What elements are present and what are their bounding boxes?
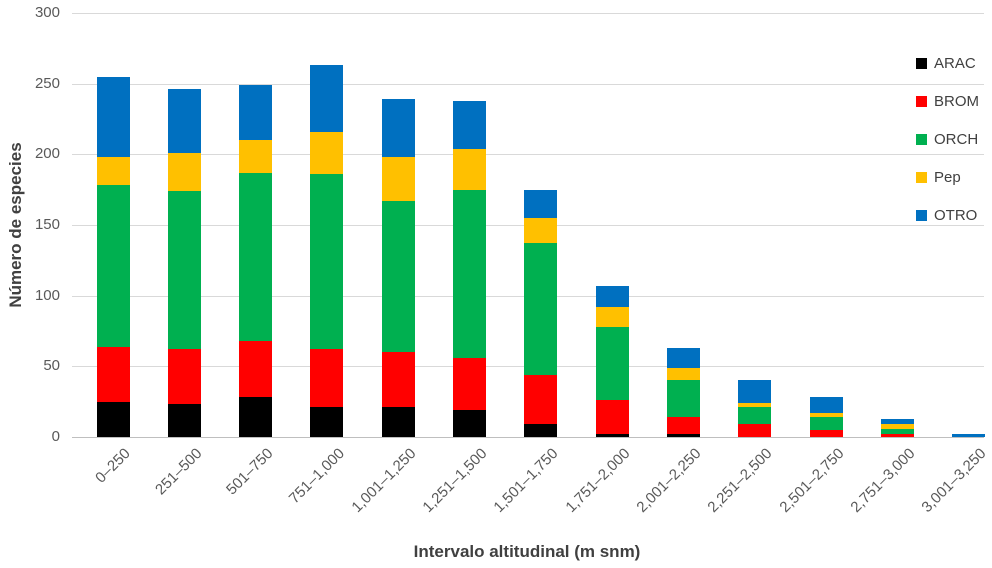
legend-item: ARAC xyxy=(916,54,976,72)
bar-segment-brom xyxy=(381,352,415,408)
legend-item: ORCH xyxy=(916,130,978,148)
bar-segment-brom xyxy=(239,340,273,398)
bar-segment-brom xyxy=(453,357,486,411)
bar-segment-arac xyxy=(666,434,700,437)
bar-segment-orch xyxy=(453,189,486,358)
legend-label: BROM xyxy=(934,92,979,110)
gridline xyxy=(72,83,984,85)
bar-segment-brom xyxy=(666,417,700,435)
bar-segment-orch xyxy=(239,172,273,341)
bar-segment-pep xyxy=(595,306,629,327)
bar-segment-otro xyxy=(666,347,700,368)
bar-segment-arac xyxy=(96,401,130,437)
legend-label: Pep xyxy=(934,168,961,186)
legend-swatch-otro xyxy=(916,209,927,221)
bar-segment-pep xyxy=(666,367,700,381)
legend-label: OTRO xyxy=(934,206,978,224)
bar-segment-orch xyxy=(524,243,558,375)
bar-segment-brom xyxy=(310,349,344,408)
legend-item: OTRO xyxy=(916,206,977,224)
plot-area xyxy=(72,13,986,438)
legend-swatch-orch xyxy=(916,133,927,145)
gridline xyxy=(72,13,984,14)
bar-segment-otro xyxy=(738,380,772,404)
bar-segment-brom xyxy=(738,424,772,437)
bar-segment-brom xyxy=(595,400,629,435)
bar-segment-orch xyxy=(595,326,629,401)
bar-segment-orch xyxy=(809,417,843,430)
bar-segment-brom xyxy=(524,374,558,425)
bar-segment-pep xyxy=(809,412,843,418)
bar-segment-arac xyxy=(167,404,201,437)
legend-swatch-brom xyxy=(916,95,927,107)
legend-item: Pep xyxy=(916,168,961,186)
legend-label: ORCH xyxy=(934,130,979,148)
bar-segment-arac xyxy=(239,397,273,437)
x-axis-title: Intervalo altitudinal (m snm) xyxy=(413,542,641,561)
legend-swatch-arac xyxy=(916,57,927,69)
bar-segment-otro xyxy=(595,285,629,307)
bar-segment-otro xyxy=(310,65,344,132)
gridline xyxy=(72,154,984,156)
bar-segment-arac xyxy=(524,424,558,437)
bar-segment-brom xyxy=(809,429,843,437)
y-tick-label: 300 xyxy=(34,4,60,21)
bar-segment-orch xyxy=(167,191,201,350)
y-tick-label: 100 xyxy=(34,286,60,304)
bar-segment-orch xyxy=(381,200,415,353)
bar-segment-otro xyxy=(880,418,914,425)
bar-segment-brom xyxy=(880,434,914,437)
bar-segment-pep xyxy=(738,403,772,408)
y-tick-label: 150 xyxy=(34,216,60,233)
bar-segment-otro xyxy=(952,434,986,437)
x-axis-baseline xyxy=(72,437,984,438)
bar-segment-arac xyxy=(595,434,629,437)
legend-swatch-pep xyxy=(916,171,927,183)
bar-segment-otro xyxy=(809,397,843,413)
legend-item: BROM xyxy=(916,92,979,110)
y-tick-label: 0 xyxy=(51,428,60,445)
bar-segment-otro xyxy=(96,76,130,158)
bar-segment-arac xyxy=(453,410,486,437)
bar-segment-pep xyxy=(880,424,914,429)
bar-segment-pep xyxy=(524,217,558,244)
bar-segment-pep xyxy=(167,152,201,192)
y-tick-label: 200 xyxy=(34,145,60,163)
bar-segment-otro xyxy=(453,100,486,149)
bar-segment-arac xyxy=(310,407,344,437)
bar-segment-pep xyxy=(381,157,415,201)
bar-segment-orch xyxy=(310,174,344,350)
bar-segment-pep xyxy=(310,131,344,175)
bar-segment-orch xyxy=(738,407,772,425)
bar-segment-orch xyxy=(666,380,700,418)
bar-segment-pep xyxy=(239,140,273,173)
bar-segment-otro xyxy=(524,189,558,218)
bar-segment-orch xyxy=(880,428,914,435)
y-tick-label: 50 xyxy=(43,357,60,375)
bar-segment-arac xyxy=(381,407,415,437)
bar-segment-otro xyxy=(239,85,273,141)
legend-label: ARAC xyxy=(934,54,976,72)
bar-segment-brom xyxy=(96,346,130,402)
bar-segment-otro xyxy=(381,99,415,158)
bar-segment-pep xyxy=(453,148,486,190)
bar-segment-pep xyxy=(96,157,130,186)
y-tick-label: 250 xyxy=(34,74,60,92)
bar-segment-brom xyxy=(167,349,201,405)
bar-segment-orch xyxy=(96,185,130,347)
bar-segment-otro xyxy=(167,89,201,153)
